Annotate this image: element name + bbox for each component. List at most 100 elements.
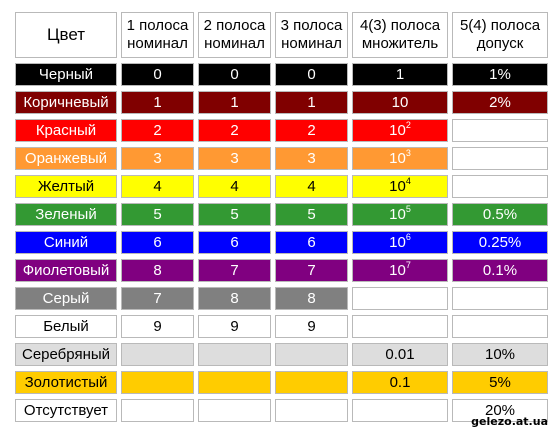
table-row: Отсутствует 20% [15,399,548,422]
band2-value-cell: 3 [198,147,271,170]
band1-value-cell: 8 [121,259,194,282]
band2-value-text: 5 [230,205,239,223]
band1-value-cell: 0 [121,63,194,86]
band3-value-text: 4 [307,177,316,195]
band3-value-text: 9 [307,317,316,335]
table-row: Оранжевый 3 3 3 103 [15,147,548,170]
table-row: Черный 0 0 0 1 1% [15,63,548,86]
band3-value-cell: 4 [275,175,348,198]
band3-value-cell: 1 [275,91,348,114]
band1-value-cell [121,343,194,366]
multiplier-text: 10 [391,93,409,111]
band3-value-text: 1 [307,93,316,111]
header-band4-multiplier: 4(3) полоса множитель [352,12,448,58]
tolerance-text: 0.25% [478,233,522,251]
band2-value-cell: 0 [198,63,271,86]
color-name-text: Желтый [37,177,95,195]
multiplier-cell [352,315,448,338]
band3-value-cell: 5 [275,203,348,226]
tolerance-cell: 1% [452,63,548,86]
band3-value-cell: 2 [275,119,348,142]
band2-value-cell [198,371,271,394]
band3-value-cell: 0 [275,63,348,86]
color-name-cell: Коричневый [15,91,117,114]
band3-value-text: 3 [307,149,316,167]
color-name-cell: Красный [15,119,117,142]
band3-value-cell: 9 [275,315,348,338]
band2-value-cell: 4 [198,175,271,198]
multiplier-exponent: 4 [405,175,411,186]
band1-value-text: 1 [153,93,162,111]
multiplier-cell: 1 [352,63,448,86]
band3-value-text: 6 [307,233,316,251]
header-band3: 3 полоса номинал [275,12,348,58]
band1-value-cell: 2 [121,119,194,142]
table-row: Фиолетовый 8 7 7 107 0.1% [15,259,548,282]
band3-value-cell: 8 [275,287,348,310]
tolerance-cell: 10% [452,343,548,366]
band3-value-text: 5 [307,205,316,223]
band2-value-text: 1 [230,93,239,111]
header-row: Цвет 1 полоса номинал 2 полоса номинал 3 п… [15,12,548,58]
multiplier-exponent: 7 [405,259,411,270]
band2-value-cell: 1 [198,91,271,114]
band2-value-text: 6 [230,233,239,251]
table-row: Синий 6 6 6 106 0.25% [15,231,548,254]
table-row: Зеленый 5 5 5 105 0.5% [15,203,548,226]
color-name-cell: Золотистый [15,371,117,394]
tolerance-cell: 0.1% [452,259,548,282]
multiplier-exponent: 2 [405,119,411,130]
band1-value-cell: 5 [121,203,194,226]
band2-value-text: 9 [230,317,239,335]
multiplier-text: 10 [389,177,406,195]
band2-value-text: 2 [230,121,239,139]
band3-value-text: 2 [307,121,316,139]
multiplier-exponent: 3 [405,147,411,158]
band3-value-cell: 7 [275,259,348,282]
band3-value-cell [275,399,348,422]
table-row: Золотистый 0.1 5% [15,371,548,394]
color-name-cell: Отсутствует [15,399,117,422]
band2-value-cell: 6 [198,231,271,254]
band3-value-cell [275,343,348,366]
tolerance-text: 5% [489,373,511,391]
band3-value-text: 8 [307,289,316,307]
multiplier-cell: 106 [352,231,448,254]
color-name-text: Отсутствует [23,401,109,419]
watermark: gelezo.at.ua [471,415,548,428]
multiplier-cell: 0.1 [352,371,448,394]
band2-value-cell: 9 [198,315,271,338]
multiplier-text: 10 [389,233,406,251]
band1-value-text: 0 [153,65,162,83]
tolerance-cell [452,287,548,310]
band1-value-cell: 1 [121,91,194,114]
tolerance-cell: 0.5% [452,203,548,226]
table-row: Серый 7 8 8 [15,287,548,310]
resistor-color-code-table: Цвет 1 полоса номинал 2 полоса номинал 3 п… [11,7,552,427]
color-name-text: Коричневый [23,93,109,111]
band2-value-text: 8 [230,289,239,307]
tolerance-cell [452,119,548,142]
multiplier-cell: 107 [352,259,448,282]
multiplier-exponent: 5 [405,203,411,214]
color-name-cell: Зеленый [15,203,117,226]
multiplier-cell: 102 [352,119,448,142]
header-color: Цвет [15,12,117,58]
color-name-cell: Синий [15,231,117,254]
band1-value-text: 7 [153,289,162,307]
tolerance-cell [452,315,548,338]
header-band2: 2 полоса номинал [198,12,271,58]
color-name-text: Зеленый [35,205,97,223]
table-row: Желтый 4 4 4 104 [15,175,548,198]
color-name-text: Фиолетовый [22,261,110,279]
color-name-text: Красный [35,121,97,139]
color-name-cell: Серый [15,287,117,310]
band2-value-cell: 2 [198,119,271,142]
multiplier-cell: 105 [352,203,448,226]
band1-value-cell [121,371,194,394]
band1-value-cell: 6 [121,231,194,254]
color-name-text: Белый [43,317,89,335]
band2-value-cell [198,343,271,366]
color-name-text: Синий [43,233,89,251]
tolerance-cell: 20% [452,399,548,422]
